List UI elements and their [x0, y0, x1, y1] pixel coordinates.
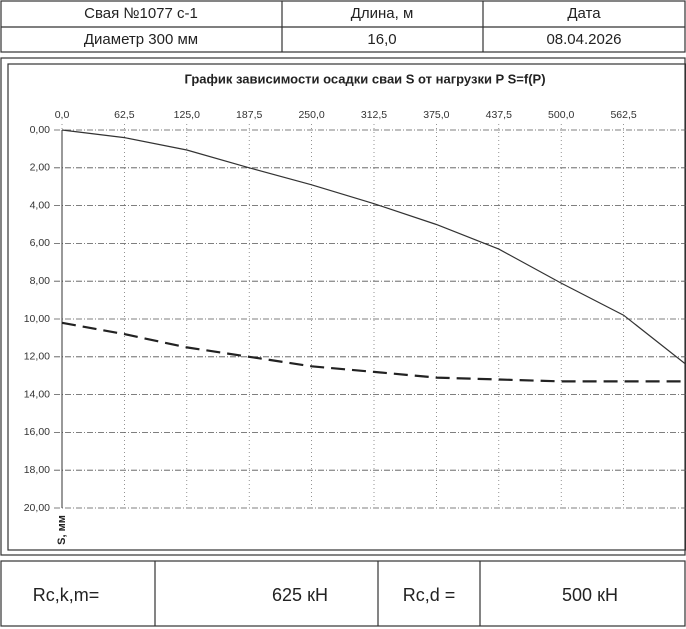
y-tick-label: 0,00 — [30, 124, 51, 136]
x-tick-label: 62,5 — [114, 109, 135, 121]
y-axis-label: S, мм — [56, 515, 68, 545]
footer-cell: 500 кН — [562, 585, 618, 605]
y-tick-label: 18,00 — [24, 464, 50, 476]
y-tick-label: 2,00 — [30, 162, 51, 174]
header-cell: Дата — [567, 5, 601, 22]
chart-inner-frame — [7, 63, 686, 551]
x-tick-label: 500,0 — [548, 109, 574, 121]
chart-title: График зависимости осадки сваи S от нагр… — [184, 71, 545, 86]
series-line — [61, 321, 686, 383]
footer-frame — [0, 560, 686, 627]
y-tick-label: 10,00 — [24, 313, 50, 325]
y-tick-label: 14,00 — [24, 388, 50, 400]
x-tick-label: 562,5 — [610, 109, 636, 121]
header-cell: 16,0 — [367, 31, 396, 48]
header-cell: Длина, м — [351, 5, 414, 22]
y-tick-label: 8,00 — [30, 275, 51, 287]
header-cell: Диаметр 300 мм — [84, 31, 198, 48]
x-tick-label: 375,0 — [423, 109, 449, 121]
y-tick-label: 12,00 — [24, 351, 50, 363]
header-cell: 08.04.2026 — [546, 31, 621, 48]
x-tick-label: 187,5 — [236, 109, 262, 121]
header-cell: Свая №1077 с-1 — [84, 5, 198, 22]
x-tick-label: 437,5 — [486, 109, 512, 121]
y-tick-label: 20,00 — [24, 502, 50, 514]
footer-cell: 625 кН — [272, 585, 328, 605]
y-tick-label: 16,00 — [24, 426, 50, 438]
x-tick-label: 250,0 — [298, 109, 324, 121]
series-line — [61, 129, 686, 365]
x-tick-label: 0,0 — [55, 109, 70, 121]
y-tick-label: 6,00 — [30, 237, 51, 249]
footer-cell: Rc,k,m= — [33, 585, 100, 605]
chart-frame — [0, 57, 686, 556]
footer-cell: Rc,d = — [403, 585, 456, 605]
y-tick-label: 4,00 — [30, 199, 51, 211]
x-tick-label: 125,0 — [174, 109, 200, 121]
x-tick-label: 312,5 — [361, 109, 387, 121]
